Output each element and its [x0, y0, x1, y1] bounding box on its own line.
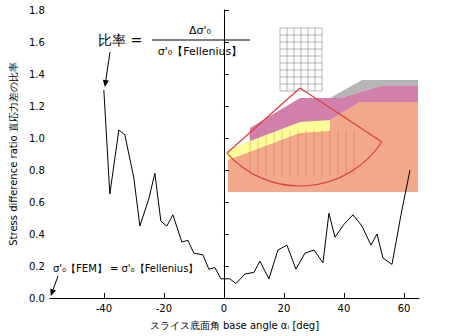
svg-text:20: 20: [278, 303, 291, 314]
svg-text:-40: -40: [96, 303, 112, 314]
svg-text:Stress difference ratio 直応力差の比: Stress difference ratio 直応力差の比率: [8, 62, 19, 246]
svg-text:1.2: 1.2: [29, 101, 45, 112]
svg-text:σ'₀【Fellenius】: σ'₀【Fellenius】: [158, 45, 243, 58]
svg-text:0.4: 0.4: [29, 229, 45, 240]
svg-text:比率 =: 比率 =: [98, 32, 142, 48]
svg-text:60: 60: [398, 303, 411, 314]
svg-text:0.6: 0.6: [29, 197, 45, 208]
svg-text:0.2: 0.2: [29, 261, 45, 272]
svg-text:0.8: 0.8: [29, 165, 45, 176]
svg-text:σ'₀【FEM】 = σ'₀【Fellenius】: σ'₀【FEM】 = σ'₀【Fellenius】: [53, 263, 198, 274]
svg-text:Δσ'₀: Δσ'₀: [189, 24, 212, 37]
svg-text:0.0: 0.0: [29, 293, 45, 304]
svg-text:1.0: 1.0: [29, 133, 45, 144]
svg-text:40: 40: [338, 303, 351, 314]
svg-text:1.6: 1.6: [29, 37, 45, 48]
svg-text:1.8: 1.8: [29, 5, 45, 16]
svg-text:1.4: 1.4: [29, 69, 45, 80]
svg-text:-20: -20: [156, 303, 172, 314]
svg-text:スライス底面角 base angle αᵢ [deg]: スライス底面角 base angle αᵢ [deg]: [150, 320, 319, 331]
svg-text:0: 0: [221, 303, 227, 314]
